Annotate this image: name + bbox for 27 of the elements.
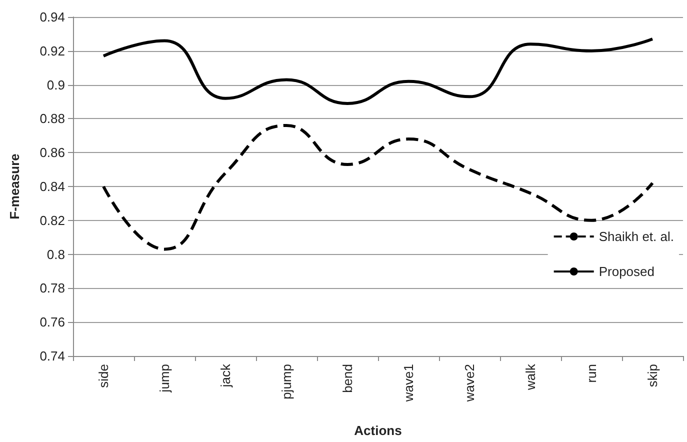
x-tick-label: run [584, 364, 599, 383]
y-tick-label: 0.94 [40, 10, 65, 24]
x-tick-label: wave1 [401, 364, 416, 403]
legend-label: Proposed [598, 264, 654, 279]
y-axis-title: F-measure [7, 154, 22, 220]
legend-label: Shaikh et. al. [598, 229, 674, 244]
y-tick-label: 0.74 [40, 348, 65, 364]
y-tick-label: 0.92 [40, 43, 65, 58]
line-series [102, 124, 654, 251]
y-tick-label: 0.88 [40, 111, 65, 126]
y-tick-label: 0.78 [40, 280, 65, 296]
y-tick-label: 0.9 [46, 77, 65, 92]
x-tick-label: pjump [279, 364, 294, 400]
y-tick-label: 0.86 [40, 145, 65, 160]
y-tick-label: 0.76 [40, 314, 65, 330]
x-tick-label: bend [340, 364, 355, 393]
x-axis-title: Actions [354, 423, 402, 438]
y-tick-label: 0.8 [46, 246, 65, 262]
y-tick-label: 0.82 [40, 212, 65, 228]
x-tick-label: jump [157, 364, 172, 394]
x-tick-label: side [96, 364, 111, 388]
x-tick-label: wave2 [462, 364, 477, 403]
x-tick-label: skip [645, 364, 660, 388]
line-series [102, 38, 654, 105]
y-tick-label: 0.84 [40, 179, 65, 194]
x-tick-label: walk [523, 364, 538, 392]
x-tick-label: jack [218, 364, 233, 388]
